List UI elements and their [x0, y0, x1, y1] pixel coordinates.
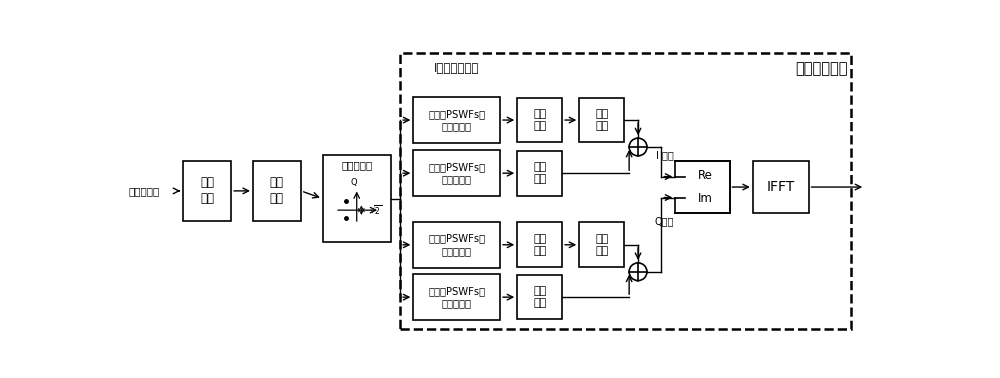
- Text: 符号
取反: 符号 取反: [533, 109, 546, 131]
- Text: Q: Q: [350, 178, 357, 187]
- Bar: [323, 155, 391, 242]
- Text: 偶对称PSWFs信
号信息加载: 偶对称PSWFs信 号信息加载: [428, 162, 485, 184]
- Text: I 支路: I 支路: [656, 150, 674, 160]
- Bar: [753, 161, 809, 213]
- Bar: [413, 222, 500, 268]
- Bar: [253, 161, 301, 221]
- Text: 串并
转换: 串并 转换: [270, 177, 284, 205]
- Bar: [517, 98, 562, 143]
- Bar: [413, 274, 500, 320]
- Text: 复数域映射: 复数域映射: [341, 160, 372, 170]
- Bar: [413, 97, 500, 143]
- Text: Re: Re: [698, 169, 713, 182]
- Bar: [675, 161, 730, 213]
- Bar: [183, 161, 231, 221]
- Bar: [400, 53, 851, 329]
- Bar: [579, 223, 624, 267]
- Text: 对称
拓展: 对称 拓展: [533, 286, 546, 308]
- Text: 数据
分组: 数据 分组: [200, 177, 214, 205]
- Text: 待传输序列: 待传输序列: [128, 186, 159, 196]
- Text: 符号
取反: 符号 取反: [533, 234, 546, 256]
- Text: 频域信息加载: 频域信息加载: [795, 61, 847, 76]
- Text: 奇对称PSWFs信
号信息加载: 奇对称PSWFs信 号信息加载: [428, 109, 485, 131]
- Text: Q支路: Q支路: [654, 216, 674, 226]
- Text: 对称
拓展: 对称 拓展: [595, 234, 608, 256]
- Text: Im: Im: [698, 192, 713, 205]
- Text: $\sqrt{2}$: $\sqrt{2}$: [369, 203, 383, 217]
- Bar: [674, 162, 682, 212]
- Text: I支路信息加载: I支路信息加载: [434, 62, 479, 75]
- Text: IFFT: IFFT: [767, 180, 795, 194]
- Text: 对称
拓展: 对称 拓展: [595, 109, 608, 131]
- Text: 对称
拓展: 对称 拓展: [533, 162, 546, 184]
- Bar: [517, 275, 562, 319]
- Text: Q支路信息加载: Q支路信息加载: [431, 226, 482, 239]
- Text: 奇对称PSWFs信
号信息加载: 奇对称PSWFs信 号信息加载: [428, 234, 485, 256]
- Bar: [517, 151, 562, 195]
- Bar: [579, 98, 624, 143]
- Bar: [517, 223, 562, 267]
- Text: 偶对称PSWFs信
号信息加载: 偶对称PSWFs信 号信息加载: [428, 286, 485, 308]
- Bar: [413, 150, 500, 196]
